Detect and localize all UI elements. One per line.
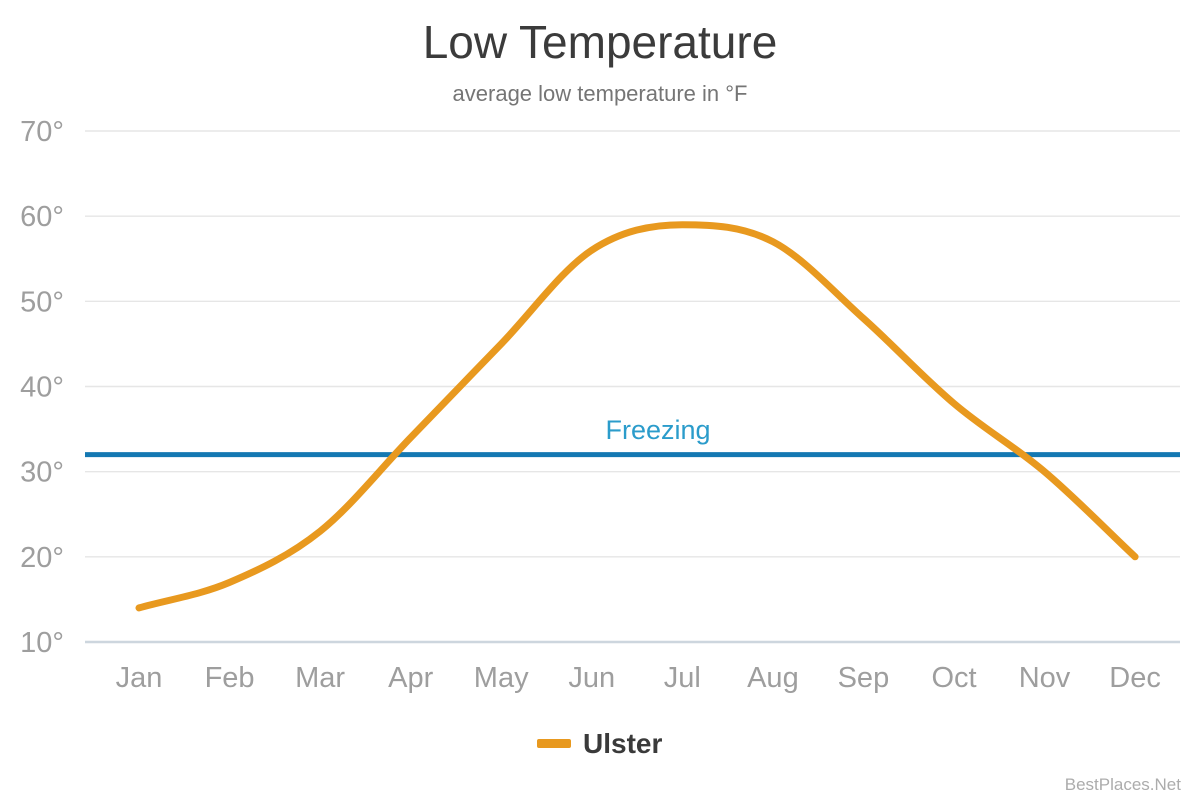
x-tick-label-nov: Nov bbox=[1019, 662, 1071, 694]
chart-title: Low Temperature bbox=[423, 16, 778, 68]
freezing-label: Freezing bbox=[605, 415, 710, 445]
x-tick-label-jun: Jun bbox=[568, 662, 615, 694]
x-tick-label-jan: Jan bbox=[116, 662, 163, 694]
series-line-ulster bbox=[135, 221, 1139, 612]
y-tick-label-50: 50° bbox=[20, 286, 64, 318]
x-tick-label-dec: Dec bbox=[1109, 662, 1161, 694]
y-tick-label-40: 40° bbox=[20, 372, 64, 404]
x-tick-label-aug: Aug bbox=[747, 662, 799, 694]
watermark: BestPlaces.Net bbox=[1065, 775, 1181, 794]
x-tick-label-oct: Oct bbox=[931, 662, 976, 694]
y-tick-label-10: 10° bbox=[20, 627, 64, 659]
legend-label-ulster: Ulster bbox=[583, 728, 662, 759]
x-tick-label-sep: Sep bbox=[838, 662, 890, 694]
x-tick-label-may: May bbox=[474, 662, 529, 694]
legend-swatch-ulster bbox=[537, 739, 571, 748]
x-tick-label-apr: Apr bbox=[388, 662, 433, 694]
y-tick-label-70: 70° bbox=[20, 116, 64, 148]
x-tick-label-mar: Mar bbox=[295, 662, 345, 694]
y-tick-label-60: 60° bbox=[20, 201, 64, 233]
x-tick-label-jul: Jul bbox=[664, 662, 701, 694]
grid-layer bbox=[85, 130, 1180, 644]
y-tick-label-30: 30° bbox=[20, 457, 64, 489]
axis-layer: 10° 20° 30° 40° 50° 60° 70° Jan Feb Mar Apr May Jun J… bbox=[20, 116, 1161, 694]
chart-subtitle: average low temperature in °F bbox=[453, 81, 748, 106]
series-layer bbox=[135, 221, 1139, 612]
legend: Ulster bbox=[537, 728, 662, 759]
x-tick-label-feb: Feb bbox=[205, 662, 255, 694]
y-tick-label-20: 20° bbox=[20, 542, 64, 574]
